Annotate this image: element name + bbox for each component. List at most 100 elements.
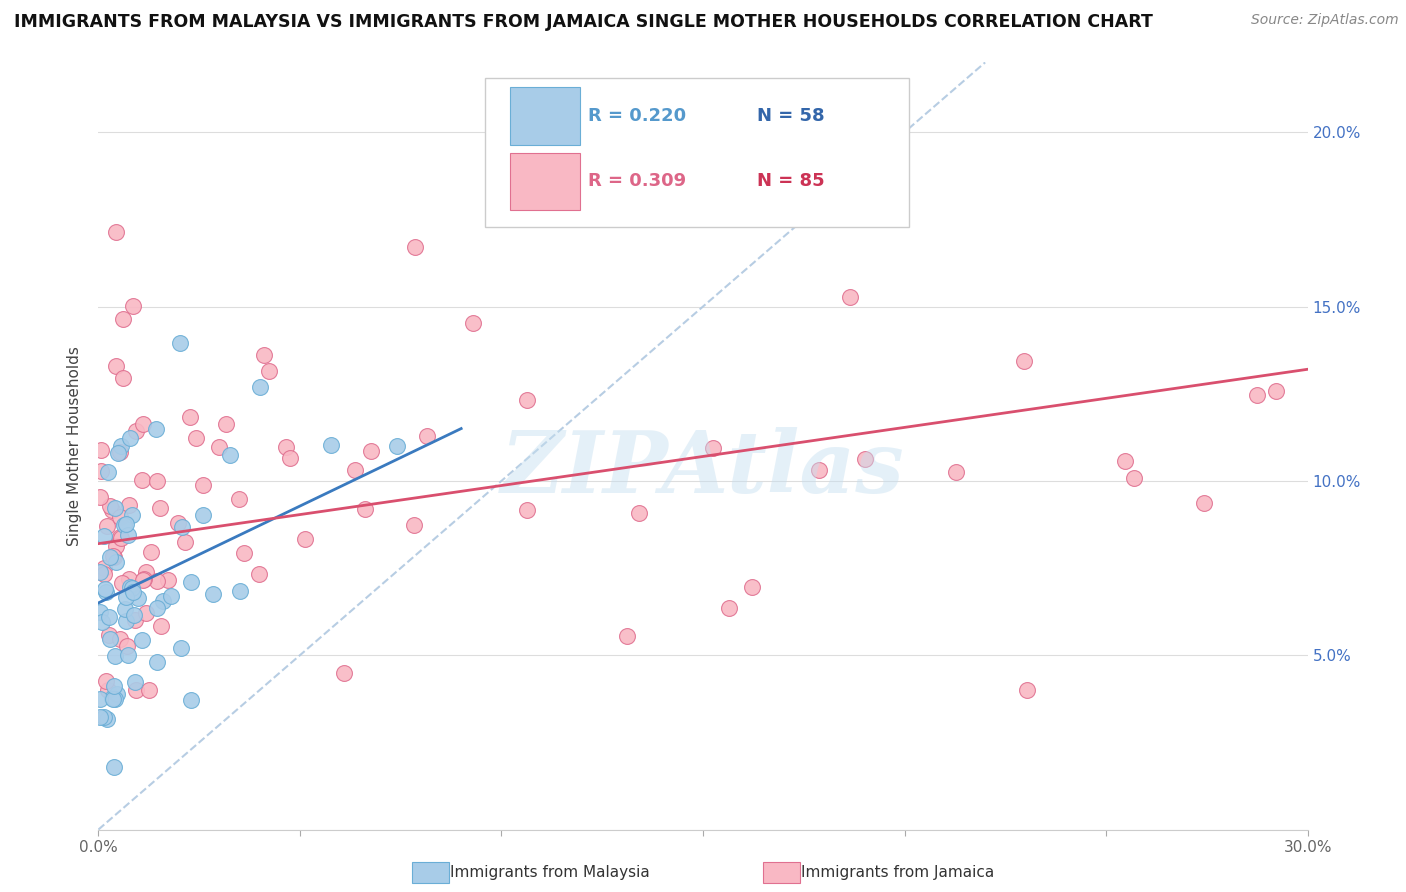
Point [98,628,121,642]
Point [112,370,135,384]
Point [97,683,120,698]
Point [110,632,132,647]
Point [180,575,202,590]
Point [741,580,763,594]
Point [89,692,111,706]
Point [96,712,118,726]
Text: ZIPAtlas: ZIPAtlas [501,427,905,511]
Point [89,605,111,619]
Point [808,463,831,477]
Point [93,560,115,574]
Point [839,290,862,304]
Point [89,490,111,504]
Text: Immigrants from Malaysia: Immigrants from Malaysia [450,865,650,880]
Point [104,539,127,553]
FancyBboxPatch shape [509,153,579,211]
Point [104,359,127,373]
Point [124,613,146,627]
Point [105,555,128,569]
Point [945,465,967,479]
Point [160,589,183,603]
Point [202,587,225,601]
Point [118,573,141,587]
Point [179,409,201,424]
Point [278,451,301,466]
Point [103,549,125,564]
Point [105,226,128,240]
Point [149,619,172,633]
Point [120,432,142,446]
Point [122,299,145,313]
Point [104,648,127,663]
Point [96,519,118,533]
Point [132,417,155,432]
Point [135,565,157,579]
Point [105,687,128,701]
Point [98,632,121,646]
Point [89,710,111,724]
Point [103,760,125,774]
Point [110,531,132,545]
Point [115,639,138,653]
Point [461,316,484,330]
Point [404,517,426,532]
Point [170,520,193,534]
Point [149,501,172,516]
Point [118,499,141,513]
Point [117,528,139,542]
Point [1192,495,1215,509]
Point [104,500,127,515]
Point [108,530,131,544]
Point [96,465,118,479]
Point [333,666,356,681]
Point [616,630,638,644]
Point [125,683,148,698]
Point [321,437,343,451]
Point [117,648,139,662]
Point [115,614,138,628]
Point [145,421,167,435]
Point [169,336,191,351]
Point [132,572,155,586]
Point [257,364,280,378]
Point [131,632,153,647]
Point [132,574,155,588]
Point [208,441,231,455]
Point [114,602,136,616]
Point [98,609,121,624]
Point [853,451,876,466]
Point [360,444,382,458]
Point [93,566,115,581]
Point [215,417,238,431]
Text: N = 85: N = 85 [758,172,825,190]
Point [1264,384,1286,398]
Point [90,615,112,629]
Point [111,575,134,590]
Point [228,492,250,507]
Text: Source: ZipAtlas.com: Source: ZipAtlas.com [1251,13,1399,28]
Point [247,567,270,582]
Y-axis label: Single Mother Households: Single Mother Households [67,346,83,546]
Point [1246,388,1268,402]
Point [90,464,112,478]
Point [1122,470,1144,484]
Point [93,709,115,723]
Point [219,449,242,463]
Point [253,348,276,362]
Point [1114,454,1136,468]
Point [294,533,316,547]
Point [122,608,145,623]
Point [404,240,426,254]
Point [124,674,146,689]
Point [145,655,167,669]
Point [146,474,169,488]
Point [104,691,127,706]
Point [152,594,174,608]
Point [131,473,153,487]
Point [249,380,271,394]
Point [167,516,190,530]
FancyBboxPatch shape [509,87,579,145]
Point [98,499,121,513]
Point [125,425,148,439]
Point [110,445,132,459]
